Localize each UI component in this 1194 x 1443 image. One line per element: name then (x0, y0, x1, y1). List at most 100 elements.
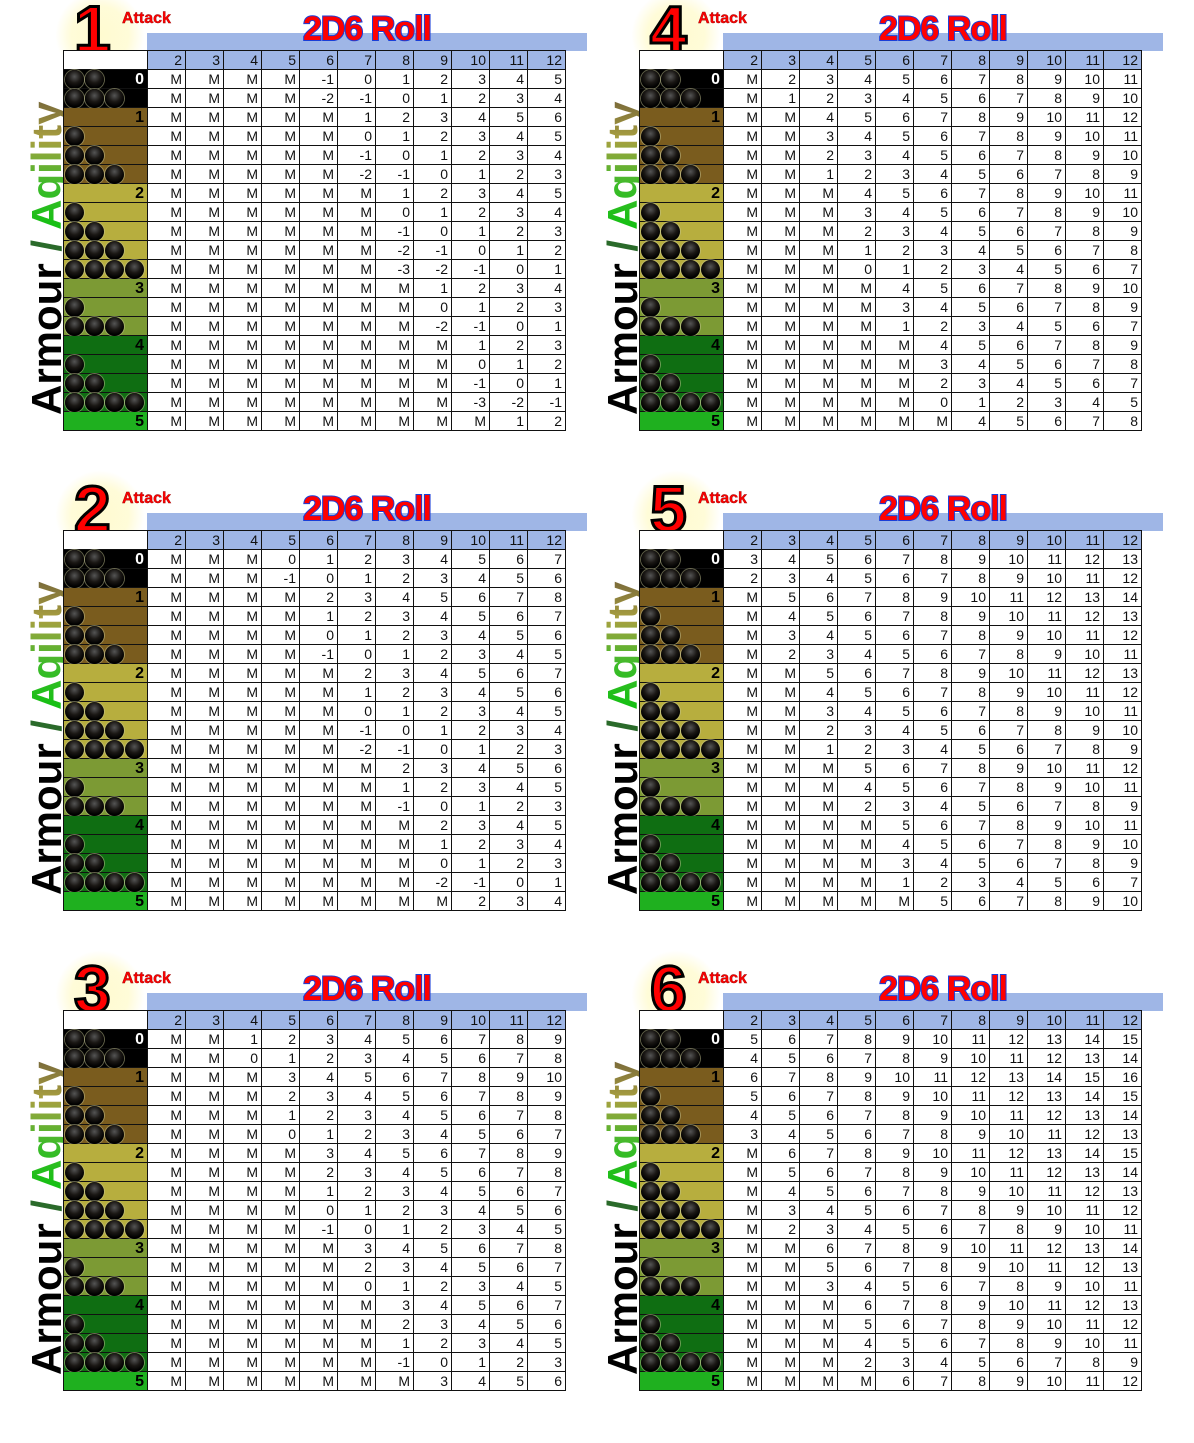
result-cell: 8 (527, 1105, 566, 1125)
result-cell: 7 (451, 1086, 490, 1106)
armour-ball-icon (701, 260, 720, 279)
result-cell: 7 (951, 1219, 990, 1239)
armour-ball-icon (661, 797, 680, 816)
result-cell: M (337, 278, 376, 298)
armour-ball-icon (65, 241, 84, 260)
armour-balls (641, 241, 701, 260)
result-cell: M (723, 297, 762, 317)
armour-balls (65, 607, 85, 626)
result-cell: M (299, 107, 338, 127)
result-cell: 8 (989, 777, 1028, 797)
result-cell: M (223, 777, 262, 797)
result-cell: M (451, 411, 490, 431)
attack-table-panel: 3 Attack 2D6 Roll Armour / Agility 2 3 4 5 6 7 8 9 1… (0, 950, 587, 1440)
armour-ball-icon (65, 1087, 84, 1106)
result-cell: 9 (1027, 69, 1066, 89)
result-cell: 9 (1065, 891, 1104, 911)
result-cell: 7 (799, 1143, 838, 1163)
armour-row-label (63, 88, 148, 108)
result-cell: M (761, 663, 800, 683)
result-cell: M (375, 1371, 414, 1391)
armour-row-label (63, 1276, 148, 1296)
result-cell: 6 (375, 1067, 414, 1087)
result-cell: M (223, 644, 262, 664)
armour-ball-icon (641, 203, 660, 222)
result-cell: M (299, 259, 338, 279)
armour-level-number: 0 (711, 1031, 720, 1048)
result-cell: M (799, 1333, 838, 1353)
result-cell: 1 (299, 1124, 338, 1144)
result-cell: M (185, 1352, 224, 1372)
armour-balls (641, 1315, 661, 1334)
result-cell: 7 (875, 1181, 914, 1201)
result-cell: 5 (451, 1295, 490, 1315)
result-cell: M (299, 183, 338, 203)
result-cell: M (261, 335, 300, 355)
armour-level-number: 1 (711, 589, 720, 606)
result-cell: M (147, 1276, 186, 1296)
armour-row-label: 4 (63, 815, 148, 835)
result-cell: 1 (527, 373, 566, 393)
result-cell: 8 (1103, 240, 1142, 260)
result-cell: M (837, 411, 876, 431)
table-row: M M M M M -1 0 1 2 3 4 (63, 720, 566, 740)
result-cell: 9 (1027, 777, 1066, 797)
result-cell: 7 (761, 1067, 800, 1087)
table-row: M M M M M M M M -1 0 1 (63, 373, 566, 393)
armour-level-number: 5 (135, 413, 144, 430)
armour-balls (65, 854, 105, 873)
result-cell: M (723, 644, 762, 664)
armour-row-label: 1 (63, 587, 148, 607)
result-cell: 2 (875, 240, 914, 260)
result-cell: -1 (375, 1352, 414, 1372)
result-cell: 0 (413, 221, 452, 241)
result-cell: M (147, 1086, 186, 1106)
result-cell: 2 (299, 1105, 338, 1125)
result-cell: 5 (799, 549, 838, 569)
result-cell: M (337, 872, 376, 892)
result-cell: 0 (337, 126, 376, 146)
result-cell: M (261, 392, 300, 412)
armour-ball-icon (85, 70, 104, 89)
result-cell: 4 (723, 1048, 762, 1068)
result-cell: 7 (1065, 240, 1104, 260)
results-table: 2 3 4 5 6 7 8 9 10 11 12 0 5 6 7 8 9 10 11 12 13 14 15 4 5 6 7 8 9 10… (639, 1010, 1142, 1391)
armour-ball-icon (85, 1277, 104, 1296)
result-cell: 2 (413, 1276, 452, 1296)
result-cell: 8 (527, 1048, 566, 1068)
armour-balls (641, 1277, 701, 1296)
result-cell: M (261, 1181, 300, 1201)
result-cell: 6 (489, 606, 528, 626)
roll-header-cell: 5 (837, 1010, 876, 1030)
result-cell: 2 (375, 568, 414, 588)
result-cell: 9 (1027, 1333, 1066, 1353)
armour-row-label: 3 (63, 758, 148, 778)
result-cell: 3 (413, 568, 452, 588)
result-cell: 5 (527, 815, 566, 835)
result-cell: 10 (875, 1067, 914, 1087)
result-cell: 8 (527, 1162, 566, 1182)
armour-ball-icon (105, 721, 124, 740)
result-cell: M (147, 1181, 186, 1201)
armour-ball-icon (105, 1125, 124, 1144)
result-cell: 4 (761, 1181, 800, 1201)
result-cell: 0 (375, 202, 414, 222)
result-cell: 4 (799, 1200, 838, 1220)
table-row: 1 M 5 6 7 8 9 10 11 12 13 14 (639, 587, 1142, 607)
roll-header-cell: 4 (223, 50, 262, 70)
armour-ball-icon (105, 1201, 124, 1220)
result-cell: M (375, 853, 414, 873)
result-cell: 6 (527, 107, 566, 127)
armour-ball-icon (85, 873, 104, 892)
result-cell: M (185, 1257, 224, 1277)
result-cell: M (147, 202, 186, 222)
result-cell: M (261, 1333, 300, 1353)
result-cell: M (147, 164, 186, 184)
roll-header-cell: 10 (1027, 50, 1066, 70)
result-cell: 6 (1027, 354, 1066, 374)
result-cell: 4 (299, 1067, 338, 1087)
armour-row-label: 3 (639, 758, 724, 778)
armour-row-label (63, 1352, 148, 1372)
result-cell: M (223, 1067, 262, 1087)
